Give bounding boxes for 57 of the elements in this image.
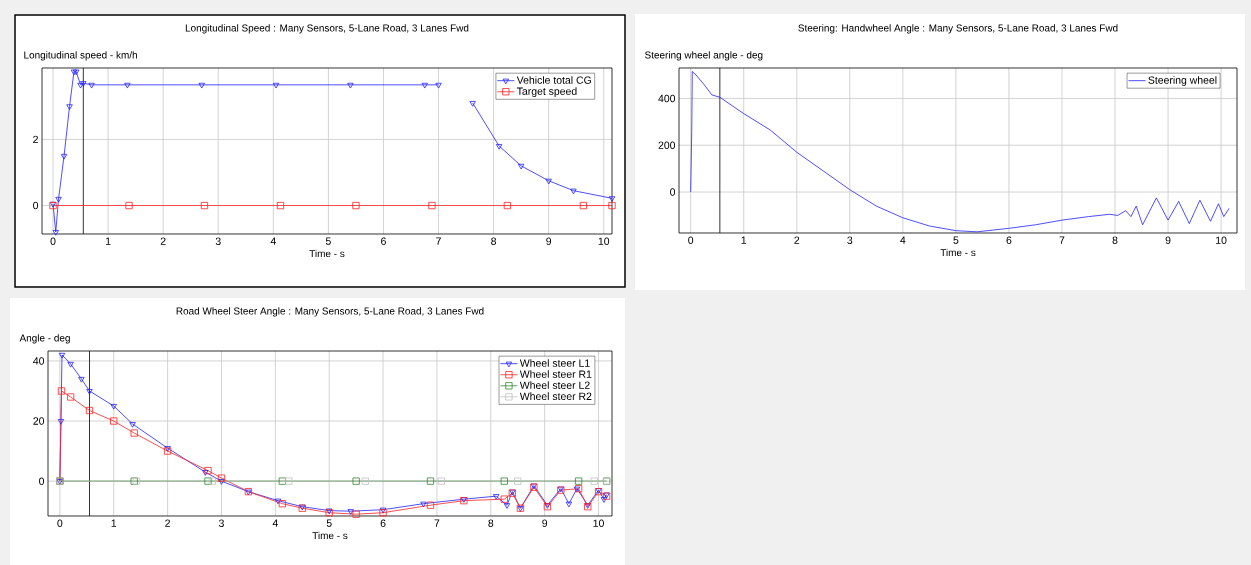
x-tick-label: 2: [165, 519, 170, 527]
x-tick-label: 10: [593, 519, 604, 527]
legend-label: Wheel steer R2: [519, 392, 592, 401]
y-tick-label: 0: [670, 188, 676, 196]
legend-label: Wheel steer L2: [519, 381, 590, 389]
legend-label: Target speed: [516, 87, 577, 97]
x-axis-title: Time - s: [940, 248, 976, 257]
x-tick-label: 4: [270, 237, 276, 245]
y-tick-label: 20: [33, 417, 45, 425]
x-tick-label: 5: [326, 519, 332, 527]
x-tick-label: 2: [160, 237, 166, 245]
y-axis-title: Longitudinal speed - km/h: [24, 51, 137, 61]
x-tick-label: 1: [741, 236, 747, 244]
x-tick-label: 6: [381, 237, 386, 245]
legend-label: Wheel steer R1: [519, 370, 592, 378]
x-tick-label: 6: [1006, 236, 1012, 244]
chart-title: Road Wheel Steer Angle : Many Sensors, 5-Lane Road, 3 Lanes Fwd: [176, 307, 484, 317]
x-tick-label: 0: [688, 236, 694, 244]
x-tick-label: 6: [380, 519, 386, 527]
x-tick-label: 8: [1112, 236, 1118, 244]
x-tick-label: 3: [218, 519, 224, 527]
x-tick-label: 3: [215, 237, 221, 245]
x-tick-label: 7: [436, 237, 441, 245]
chart-title: Longitudinal Speed : Many Sensors, 5-Lane Road, 3 Lanes Fwd: [185, 24, 469, 34]
x-tick-label: 9: [542, 519, 548, 527]
x-tick-label: 8: [488, 519, 494, 527]
chart-title: Steering: Handwheel Angle : Many Sensors, 5-Lane Road, 3 Lanes Fwd: [798, 24, 1118, 34]
x-tick-label: 2: [794, 236, 800, 244]
x-tick-label: 8: [491, 237, 497, 245]
x-tick-label: 1: [111, 519, 117, 527]
x-tick-label: 7: [434, 519, 440, 527]
x-tick-label: 0: [57, 519, 63, 527]
x-tick-label: 10: [1216, 236, 1227, 244]
y-tick-label: 400: [658, 94, 676, 103]
y-axis-title: Angle - deg: [19, 334, 70, 344]
y-tick-label: 40: [33, 357, 45, 365]
legend-label: Steering wheel: [1148, 76, 1217, 86]
x-tick-label: 9: [546, 237, 552, 245]
x-tick-label: 4: [272, 519, 278, 527]
x-tick-label: 10: [598, 237, 610, 245]
x-tick-label: 5: [953, 236, 959, 244]
x-tick-label: 0: [50, 237, 56, 245]
legend-label: Vehicle total CG: [516, 76, 591, 84]
y-tick-label: 0: [39, 477, 45, 485]
x-tick-label: 9: [1165, 236, 1171, 244]
y-tick-label: 0: [33, 201, 39, 210]
y-axis-title: Steering wheel angle - deg: [644, 51, 763, 61]
x-tick-label: 5: [325, 237, 331, 245]
x-axis-title: Time - s: [312, 531, 348, 540]
x-axis-title: Time - s: [309, 249, 345, 258]
x-tick-label: 7: [1059, 236, 1065, 244]
x-tick-label: 4: [900, 236, 906, 244]
x-tick-label: 1: [105, 237, 111, 245]
y-tick-label: 200: [658, 141, 676, 149]
y-tick-label: 2: [33, 135, 38, 144]
x-tick-label: 3: [847, 236, 853, 244]
legend-label: Wheel steer L1: [519, 359, 590, 367]
